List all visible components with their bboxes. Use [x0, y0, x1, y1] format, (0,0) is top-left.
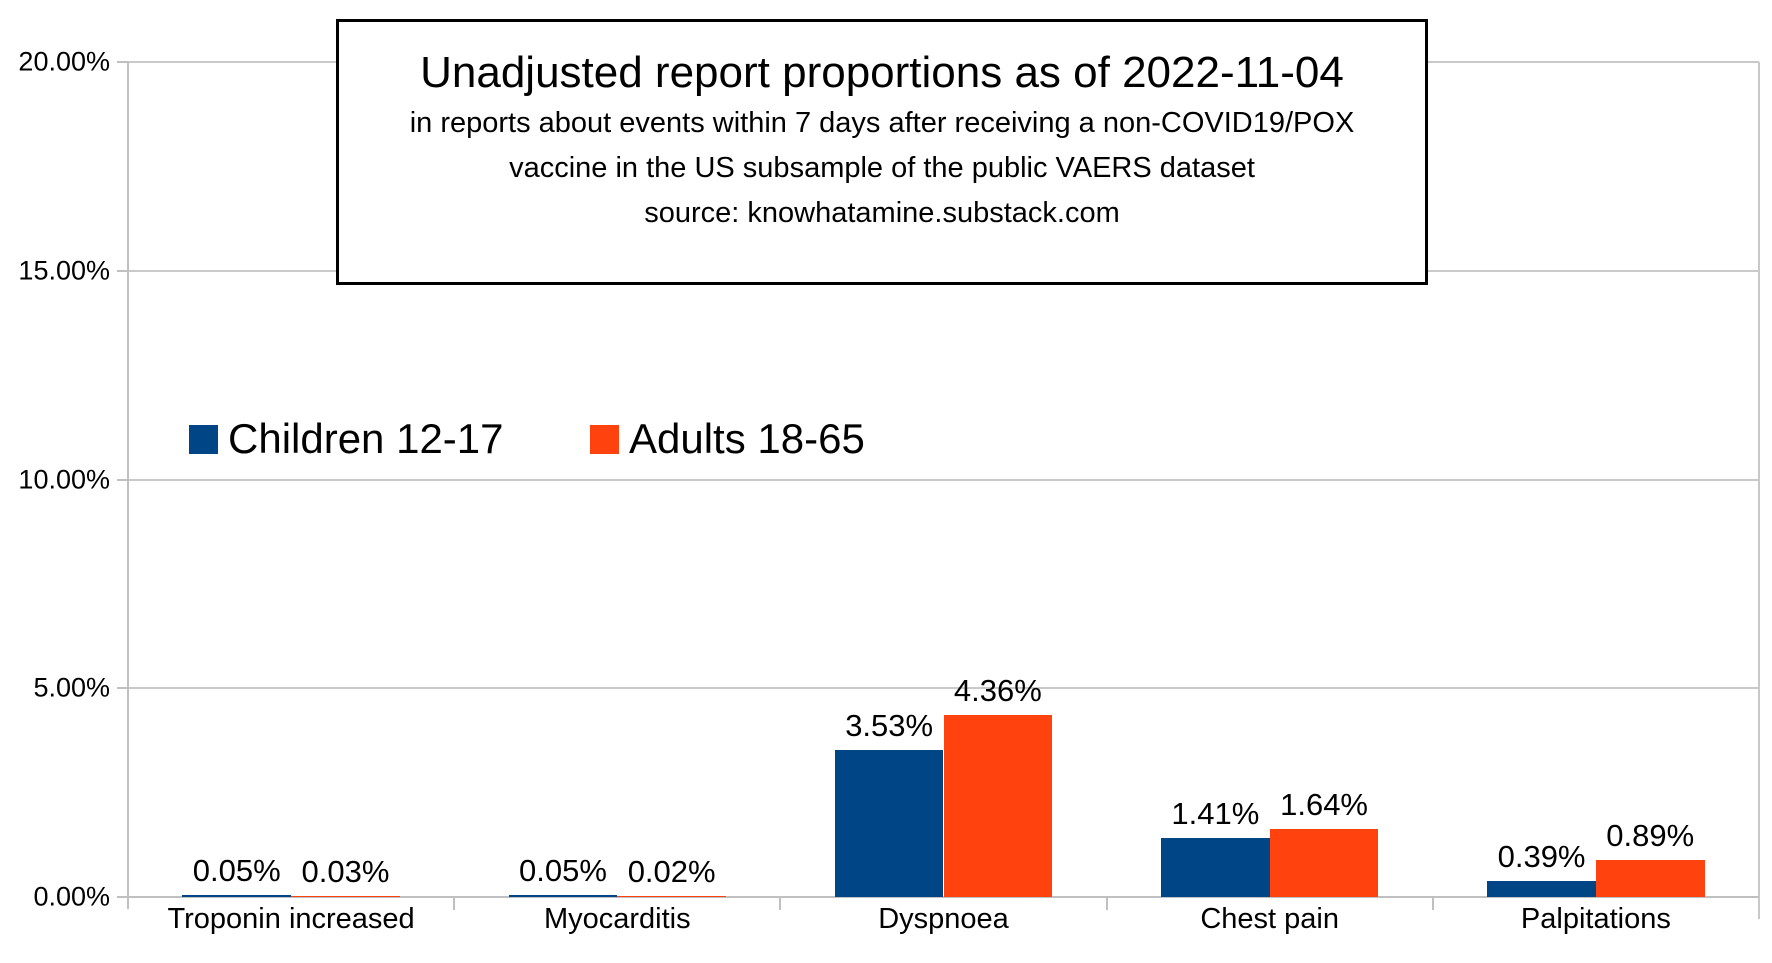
bar-value-label: 0.05% — [192, 853, 281, 888]
legend-swatch — [590, 424, 619, 454]
y-axis-tick-label: 15.00% — [18, 255, 110, 286]
y-axis-tick — [117, 896, 128, 898]
x-axis-tick — [1431, 897, 1434, 910]
y-axis-tick — [117, 478, 128, 481]
bar — [617, 896, 726, 897]
category-label: Myocarditis — [543, 903, 691, 935]
bar-value-label: 0.39% — [1497, 839, 1586, 874]
bar-value-label: 3.53% — [845, 708, 934, 743]
bar-value-label: 0.03% — [301, 854, 390, 889]
category-label: Palpitations — [1520, 903, 1671, 935]
legend-item: Children 12-17 — [189, 415, 504, 462]
chart-title: Unadjusted report proportions as of 2022… — [420, 48, 1344, 97]
y-axis-tick-label: 5.00% — [33, 672, 110, 703]
gridline — [128, 687, 1759, 690]
bar — [1269, 829, 1379, 897]
y-axis-line — [127, 62, 129, 909]
chart-source-line: source: knowhatamine.substack.com — [644, 197, 1120, 229]
bar — [182, 895, 292, 897]
category-label: Chest pain — [1200, 903, 1340, 935]
bar — [834, 750, 944, 897]
x-axis-line — [128, 896, 1759, 898]
chart-subtitle-line-1: in reports about events within 7 days af… — [409, 107, 1355, 139]
bar — [291, 896, 400, 897]
bar-value-label: 1.64% — [1280, 787, 1368, 822]
bar — [1595, 860, 1705, 897]
y-axis-tick-label: 10.00% — [18, 464, 110, 494]
bar-value-label: 0.02% — [627, 854, 716, 889]
legend-label: Children 12-17 — [228, 415, 504, 462]
bar-value-label: 0.05% — [518, 853, 607, 888]
bar-value-label: 1.41% — [1171, 796, 1260, 831]
bar-value-label: 4.36% — [953, 673, 1042, 708]
bar-value-label: 0.89% — [1606, 818, 1695, 853]
x-axis-tick — [779, 897, 782, 910]
plot-right-border — [1758, 62, 1760, 919]
gridline — [128, 478, 1759, 481]
category-label: Dyspnoea — [878, 903, 1009, 935]
bar — [943, 715, 1053, 897]
y-axis-tick — [117, 269, 128, 272]
chart-title-box: Unadjusted report proportions as of 2022… — [336, 19, 1428, 285]
bar — [1161, 838, 1270, 897]
category-label: Troponin increased — [167, 903, 415, 935]
legend-label: Adults 18-65 — [629, 415, 865, 462]
legend-item: Adults 18-65 — [590, 415, 865, 462]
x-axis-tick — [1105, 897, 1108, 910]
x-axis-tick — [453, 897, 456, 910]
y-axis-tick-label: 20.00% — [18, 46, 110, 77]
bar — [508, 895, 618, 897]
y-axis-tick-label: 0.00% — [33, 881, 110, 912]
y-axis-tick — [117, 61, 128, 63]
chart-subtitle-line-2: vaccine in the US subsample of the publi… — [509, 152, 1255, 184]
y-axis-tick — [117, 687, 128, 690]
legend-swatch — [189, 424, 218, 454]
bar — [1487, 881, 1596, 897]
